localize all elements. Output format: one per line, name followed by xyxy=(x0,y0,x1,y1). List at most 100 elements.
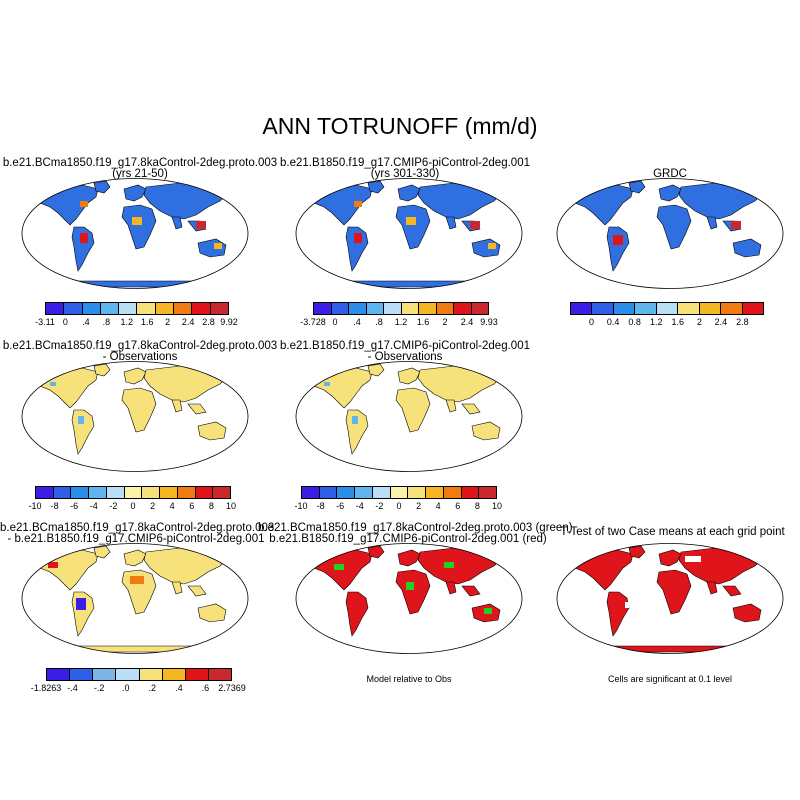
land-mass xyxy=(397,184,421,202)
field-patch xyxy=(625,602,629,608)
map-panel1 xyxy=(21,178,249,289)
land-mass xyxy=(367,545,385,559)
land-mass xyxy=(606,591,630,637)
colorbar-tick-label: 2.7369 xyxy=(218,683,246,693)
field-patch xyxy=(613,235,623,245)
colorbar-tick-label: 2 xyxy=(696,317,702,327)
field-patch xyxy=(470,221,480,229)
map-panel3 xyxy=(556,178,784,289)
colorbar-box xyxy=(302,487,320,498)
panel1-subtitle: (yrs 21-50) xyxy=(112,168,168,180)
land-mass xyxy=(121,204,157,250)
colorbar-box xyxy=(384,303,402,314)
colorbar-tick-label: 2 xyxy=(150,501,156,511)
colorbar-tick-label: 0 xyxy=(589,317,595,327)
map-border xyxy=(21,361,249,472)
land-mass xyxy=(461,403,481,415)
colorbar-box xyxy=(479,487,497,498)
field-patch xyxy=(130,576,144,584)
field-patch xyxy=(78,416,84,424)
field-patch xyxy=(214,243,222,249)
colorbar-box xyxy=(119,303,138,314)
colorbar-tick-label: 2 xyxy=(165,317,171,327)
panel7-title: b.e21.BCma1850.f19_g17.8kaControl-2deg.p… xyxy=(0,522,275,534)
land-mass xyxy=(197,603,227,623)
map-border xyxy=(295,178,523,289)
panel4-title: b.e21.BCma1850.f19_g17.8kaControl-2deg.p… xyxy=(2,340,278,352)
field-patch xyxy=(80,201,88,207)
colorbar-box xyxy=(124,487,143,498)
field-patch xyxy=(76,598,86,610)
map-border xyxy=(556,178,784,289)
map-panel4 xyxy=(21,361,249,472)
colorbar-box xyxy=(461,487,480,498)
land-mass xyxy=(123,367,147,385)
land-mass xyxy=(171,399,183,413)
field-patch xyxy=(324,382,330,386)
colorbar-panel5-labels: -10 -8 -6 -4 -2 0 2 4 6 8 10 xyxy=(294,501,502,513)
colorbar-box xyxy=(635,303,657,314)
colorbar-box xyxy=(64,303,83,314)
colorbar-tick-label: 0.8 xyxy=(628,317,641,327)
land-mass xyxy=(606,226,630,272)
colorbar-box xyxy=(319,487,338,498)
land-mass xyxy=(656,569,692,615)
field-patch xyxy=(132,217,142,225)
colorbar-tick-label: -4 xyxy=(89,501,98,511)
panel8-subtitle: b.e21.B1850.f19_g17.CMIP6-piControl-2deg… xyxy=(269,533,547,545)
field-patch xyxy=(196,221,206,229)
colorbar-box xyxy=(53,487,72,498)
panel8-note: Model relative to Obs xyxy=(366,674,452,684)
colorbar-panel2-labels: -3.728 0 .4 .8 1.2 1.6 2 2.4 9.93 xyxy=(300,317,498,329)
land-mass xyxy=(171,216,183,230)
colorbar-tick-label: 1.2 xyxy=(394,317,408,327)
land-mass xyxy=(71,409,95,455)
colorbar-tick-label: 4 xyxy=(435,501,441,511)
colorbar-box xyxy=(613,303,636,314)
colorbar-tick-label: -4 xyxy=(355,501,364,511)
colorbar-tick-label: -.4 xyxy=(67,683,78,693)
colorbar-tick-label: -6 xyxy=(336,501,345,511)
map-border xyxy=(21,178,249,289)
colorbar-tick-label: 0 xyxy=(130,501,136,511)
field-patch xyxy=(484,608,492,614)
colorbar-box xyxy=(592,303,614,314)
colorbar-tick-label: 1.6 xyxy=(671,317,685,327)
field-patch xyxy=(685,556,701,562)
panel1-title: b.e21.BCma1850.f19_g17.8kaControl-2deg.p… xyxy=(2,157,278,169)
land-mass xyxy=(572,549,634,591)
colorbar-box xyxy=(46,303,65,314)
land-mass xyxy=(397,367,421,385)
colorbar-box xyxy=(116,669,140,680)
colorbar-tick-label: .0 xyxy=(121,683,130,693)
colorbar-box xyxy=(185,669,209,680)
field-patch xyxy=(354,233,362,243)
colorbar-box xyxy=(174,303,193,314)
colorbar-tick-label: 8 xyxy=(208,501,214,511)
field-patch xyxy=(354,201,362,207)
map-panel7 xyxy=(21,543,249,654)
colorbar-box xyxy=(331,303,349,314)
colorbar-tick-label: 2.8 xyxy=(202,317,215,327)
land-mass xyxy=(171,581,183,595)
field-patch xyxy=(731,221,741,229)
land-mass xyxy=(123,549,147,567)
colorbar-box xyxy=(401,303,419,314)
land-mass xyxy=(445,216,457,230)
land-mass xyxy=(678,182,764,220)
land-mass xyxy=(706,581,718,595)
panel3-title: GRDC xyxy=(653,168,687,180)
colorbar-tick-label: 2.4 xyxy=(181,317,195,327)
land-mass xyxy=(37,549,99,591)
land-mass xyxy=(345,591,369,637)
land-mass xyxy=(37,367,99,409)
field-patch xyxy=(406,582,414,590)
land-mass xyxy=(367,180,385,194)
land-mass xyxy=(656,204,692,250)
colorbar-panel7 xyxy=(46,668,232,681)
colorbar-box xyxy=(426,487,444,498)
land-mass xyxy=(93,545,111,559)
colorbar-box xyxy=(721,303,743,314)
map-panel2 xyxy=(295,178,523,289)
colorbar-panel1 xyxy=(45,302,229,315)
